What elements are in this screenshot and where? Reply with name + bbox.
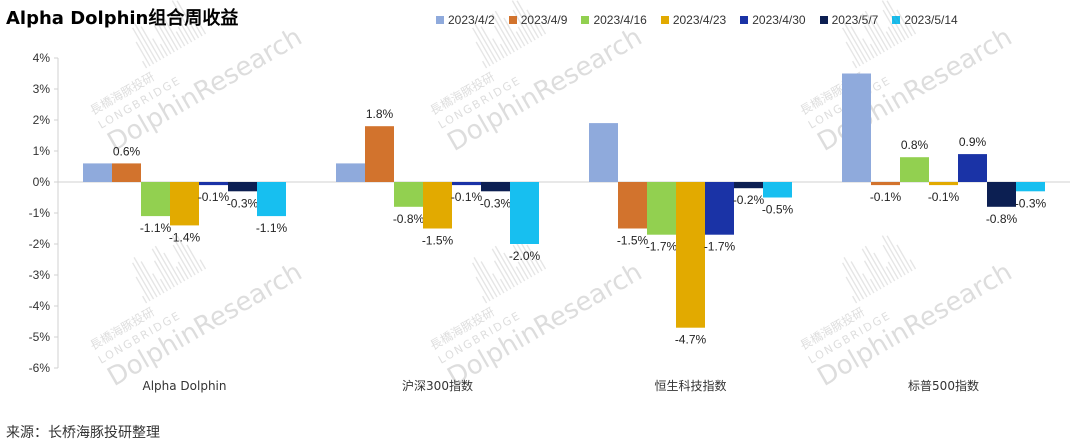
legend-item: 2023/4/16 xyxy=(581,13,647,27)
bar xyxy=(257,182,286,217)
chart-title: Alpha Dolphin组合周收益 xyxy=(6,8,239,29)
bar xyxy=(1016,182,1045,192)
bar xyxy=(647,182,676,235)
bar xyxy=(112,163,141,182)
data-label: -0.1% xyxy=(870,190,902,204)
bar xyxy=(141,182,170,217)
bar xyxy=(394,182,423,207)
legend-swatch xyxy=(892,16,901,24)
data-label: -0.3% xyxy=(1015,196,1047,210)
bar xyxy=(423,182,452,229)
legend-item: 2023/4/23 xyxy=(660,13,727,27)
bar xyxy=(228,182,257,192)
bar xyxy=(336,163,365,182)
y-tick-label: -6% xyxy=(29,361,51,375)
y-tick-label: -2% xyxy=(29,237,51,251)
data-label: -1.5% xyxy=(422,234,454,248)
category-label: 沪深300指数 xyxy=(402,378,473,393)
legend-swatch xyxy=(660,16,669,24)
bar xyxy=(900,157,929,182)
y-tick-label: 3% xyxy=(33,82,51,96)
legend-swatch xyxy=(740,16,749,24)
bar xyxy=(618,182,647,229)
legend-swatch xyxy=(508,16,517,24)
bar xyxy=(676,182,705,328)
data-label: -0.8% xyxy=(393,212,425,226)
bar xyxy=(510,182,539,244)
data-label: -0.3% xyxy=(227,196,259,210)
bar xyxy=(365,126,394,182)
bar xyxy=(958,154,987,182)
data-label: -1.7% xyxy=(646,240,678,254)
bar xyxy=(871,182,900,186)
bar xyxy=(481,182,510,192)
legend-label: 2023/5/14 xyxy=(904,13,958,27)
y-tick-label: -1% xyxy=(29,206,51,220)
data-label: -0.8% xyxy=(986,212,1018,226)
legend-label: 2023/4/16 xyxy=(593,13,647,27)
bar xyxy=(705,182,734,235)
data-label: -1.7% xyxy=(704,240,736,254)
y-tick-label: 1% xyxy=(33,144,51,158)
legend-label: 2023/4/9 xyxy=(520,13,568,27)
data-label: -1.1% xyxy=(256,221,288,235)
data-label: -1.1% xyxy=(140,221,172,235)
y-tick-label: 0% xyxy=(33,175,51,189)
bar xyxy=(452,182,481,186)
bar xyxy=(170,182,199,226)
bar xyxy=(199,182,228,186)
data-label: -1.4% xyxy=(169,230,201,244)
y-tick-label: -4% xyxy=(29,299,51,313)
legend-item: 2023/4/2 xyxy=(436,13,495,27)
legend-label: 2023/4/2 xyxy=(448,13,495,27)
data-label: -0.2% xyxy=(733,193,765,207)
data-label: 0.8% xyxy=(901,138,929,152)
legend-item: 2023/4/9 xyxy=(508,13,568,27)
bar xyxy=(734,182,763,189)
data-label: -0.3% xyxy=(480,196,512,210)
y-tick-label: 2% xyxy=(33,113,51,127)
legend-swatch xyxy=(819,16,828,24)
data-label: -0.1% xyxy=(451,190,483,204)
bar xyxy=(987,182,1016,207)
legend-label: 2023/4/23 xyxy=(672,13,727,27)
source-note: 来源：长桥海豚投研整理 xyxy=(6,425,160,441)
bar xyxy=(83,163,112,182)
bar xyxy=(929,182,958,186)
data-label: -4.7% xyxy=(675,333,707,347)
category-label: 恒生科技指数 xyxy=(654,378,726,393)
data-label: -0.5% xyxy=(762,203,794,217)
bar xyxy=(763,182,792,198)
legend-swatch xyxy=(436,16,444,24)
data-label: -0.1% xyxy=(928,190,960,204)
y-tick-label: -5% xyxy=(29,330,51,344)
data-label: 1.8% xyxy=(366,107,394,121)
data-label: -2.0% xyxy=(509,249,541,263)
data-label: -1.5% xyxy=(617,234,649,248)
category-label: Alpha Dolphin xyxy=(142,379,226,393)
data-label: 0.9% xyxy=(959,135,987,149)
y-tick-label: 4% xyxy=(33,51,51,65)
category-label: 标普500指数 xyxy=(908,378,979,393)
legend-item: 2023/4/30 xyxy=(740,13,806,27)
legend: 2023/4/2 2023/4/9 2023/4/16 2023/4/23 2023/4… xyxy=(436,13,958,27)
legend-label: 2023/5/7 xyxy=(831,13,879,27)
data-label: -0.1% xyxy=(198,190,230,204)
data-label: 0.6% xyxy=(113,144,141,158)
legend-swatch xyxy=(581,16,590,24)
legend-label: 2023/4/30 xyxy=(752,13,806,27)
legend-item: 2023/5/14 xyxy=(892,13,958,27)
bar xyxy=(842,73,871,182)
legend-item: 2023/5/7 xyxy=(819,13,879,27)
y-tick-label: -3% xyxy=(29,268,51,282)
bar xyxy=(589,123,618,182)
